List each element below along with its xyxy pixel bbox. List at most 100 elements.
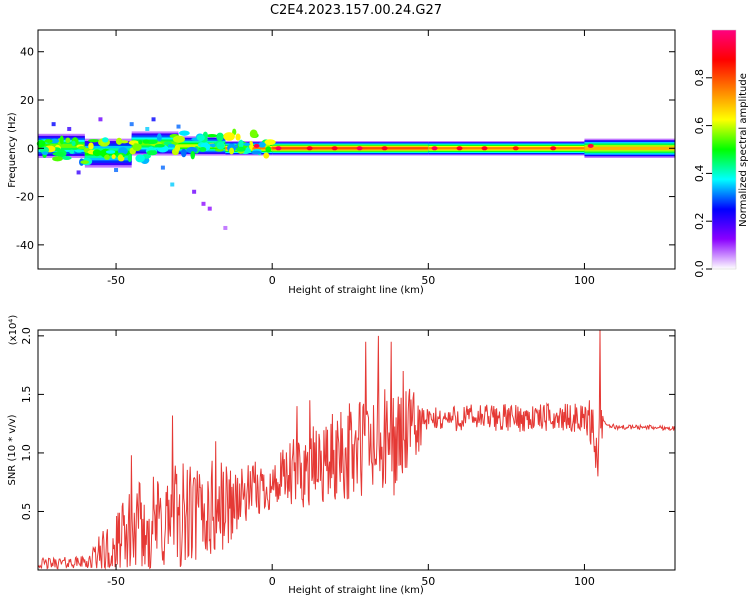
spectrum-hotspot	[253, 143, 260, 148]
noise-blob	[199, 147, 207, 152]
noise-blob	[104, 154, 110, 160]
spectrum-scatter-point	[98, 117, 103, 122]
noise-blob	[132, 143, 142, 152]
y-tick-label: 40	[20, 46, 34, 59]
noise-blob	[250, 150, 262, 155]
spectrum-scatter-point	[160, 165, 165, 170]
noise-blob	[258, 142, 267, 148]
noise-blob	[52, 151, 65, 156]
y-tick-label: -20	[16, 191, 34, 204]
noise-blob	[65, 137, 71, 144]
colorbar-gradient	[712, 30, 736, 269]
noise-blob	[263, 152, 270, 159]
noise-blob	[80, 160, 89, 165]
spectrum-hotspot	[431, 146, 438, 151]
noise-blob	[264, 139, 276, 146]
noise-blob	[138, 140, 143, 145]
spectrum-scatter-point	[170, 182, 175, 187]
spectrum-hotspot	[587, 143, 594, 148]
spectrum-scatter-point	[129, 122, 134, 127]
spectrogram-ticks: -50 0 50 100 -40 -20 0 20 40	[16, 30, 675, 287]
colorbar-tick-label: 0.6	[693, 117, 706, 135]
snr-series-line	[38, 330, 675, 570]
colorbar-tick-label: 0.0	[693, 260, 706, 278]
noise-blob	[146, 150, 158, 156]
noise-blob	[190, 150, 196, 160]
snr-chart: -50 0 50 100 0.5 1.0 1.5 2.0 Height of straight…	[7, 315, 676, 596]
band-layer	[272, 147, 429, 150]
spectrum-hotspot	[275, 146, 282, 151]
noise-blob	[229, 147, 235, 155]
noise-blob	[174, 144, 181, 152]
spectrogram-xlabel: Height of straight line (km)	[288, 285, 424, 296]
noise-blob	[142, 139, 150, 144]
x-tick-label: -50	[107, 274, 125, 287]
noise-blob	[36, 139, 46, 148]
spectrum-hotspot	[381, 146, 388, 151]
noise-blob	[117, 154, 124, 162]
noise-blob	[111, 154, 116, 160]
noise-blob	[92, 149, 101, 157]
noise-blob	[88, 142, 94, 150]
noise-blob	[238, 139, 244, 149]
y-tick-label: 1.5	[20, 386, 33, 404]
noise-blob	[172, 135, 185, 143]
noise-blob	[223, 132, 235, 141]
spectrum-scatter-point	[51, 122, 56, 127]
noise-blob	[41, 151, 49, 155]
spectrum-scatter-point	[145, 126, 150, 131]
x-tick-label: 100	[574, 274, 595, 287]
noise-blob	[69, 149, 75, 154]
spectrum-band-segment	[584, 138, 675, 158]
spectrum-scatter-point	[151, 117, 156, 122]
band-layer	[584, 146, 675, 150]
x-tick-label: -50	[107, 575, 125, 588]
x-tick-label: 50	[421, 274, 435, 287]
noise-blob	[249, 140, 254, 150]
noise-blob	[59, 135, 64, 145]
colorbar-tick-label: 0.8	[693, 69, 706, 87]
spectrum-scatter-point	[76, 170, 81, 175]
colorbar-frame	[711, 29, 737, 270]
noise-blob	[135, 154, 145, 163]
snr-xlabel: Height of straight line (km)	[288, 585, 424, 596]
spectrum-hotspot	[456, 146, 463, 151]
spectrogram-frame	[37, 29, 676, 270]
noise-blob	[75, 149, 83, 153]
x-tick-label: 0	[269, 274, 276, 287]
y-tick-label: 20	[20, 94, 34, 107]
noise-blob	[52, 156, 63, 162]
noise-blob	[156, 133, 162, 142]
spectrum-scatter-point	[67, 126, 72, 131]
noise-blob	[216, 132, 224, 141]
spectrum-band-segment	[428, 141, 585, 156]
noise-blob	[210, 143, 216, 148]
y-tick-label: 1.0	[20, 444, 33, 462]
noise-blob	[235, 146, 246, 152]
spectrum-hotspot	[481, 146, 488, 151]
band-layer	[38, 143, 85, 148]
spectrogram-plot-area	[36, 117, 675, 230]
spectrum-scatter-point	[192, 189, 197, 194]
noise-blob	[88, 139, 100, 143]
spectrogram-chart: -50 0 50 100 -40 -20 0 20 40 Height of straight …	[7, 29, 676, 296]
noise-blob	[249, 129, 258, 138]
spectrum-scatter-point	[201, 201, 206, 206]
colorbar-ticks: 0.0 0.2 0.4 0.6 0.8	[693, 69, 712, 278]
noise-blob	[235, 133, 241, 141]
noise-blob	[127, 153, 132, 163]
noise-blob	[186, 146, 198, 154]
snr-ticks: -50 0 50 100 0.5 1.0 1.5 2.0	[20, 327, 675, 588]
noise-blob	[77, 146, 86, 150]
spectrum-scatter-point	[223, 225, 228, 230]
y-tick-label: 2.0	[20, 327, 33, 345]
noise-blob	[154, 143, 165, 148]
noise-blob	[196, 134, 205, 142]
y-tick-label: 0	[27, 142, 34, 155]
spectrogram-ylabel: Frequency (Hz)	[7, 112, 18, 188]
noise-blob	[216, 141, 225, 150]
snr-plot-area	[38, 330, 675, 570]
spectrum-hotspot	[331, 146, 338, 151]
spectrum-band-segment	[272, 141, 429, 156]
